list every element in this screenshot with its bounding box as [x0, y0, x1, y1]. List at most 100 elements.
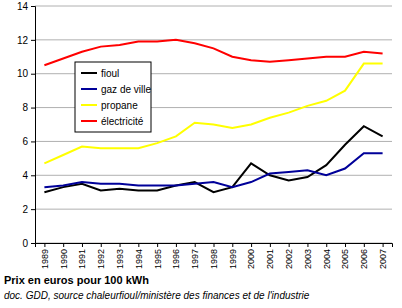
- grid: [35, 6, 392, 243]
- x-tick-label: 1995: [153, 249, 163, 269]
- x-tick: 1998: [209, 243, 219, 269]
- y-tick-mark: [31, 209, 35, 210]
- y-tick-label: 10: [17, 68, 29, 79]
- x-tick-label: 2007: [378, 249, 388, 269]
- x-tick-mark: [120, 243, 121, 247]
- y-tick: 4: [22, 170, 35, 181]
- y-tick-label: 8: [22, 102, 28, 113]
- x-tick-mark: [326, 243, 327, 247]
- x-tick: 2002: [284, 243, 294, 269]
- y-tick-label: 0: [22, 238, 28, 249]
- x-axis-line: [36, 244, 393, 248]
- lines: [44, 40, 382, 192]
- y-tick-label: 6: [22, 136, 28, 147]
- x-tick: 1994: [134, 243, 144, 269]
- series-line: [44, 40, 382, 65]
- y-tick: 8: [22, 102, 35, 113]
- grid-line: [35, 175, 392, 176]
- x-tick: 2007: [378, 243, 388, 269]
- x-tick-mark: [138, 243, 139, 247]
- x-tick-mark: [232, 243, 233, 247]
- legend-swatch: [81, 120, 97, 122]
- y-tick-label: 2: [22, 204, 28, 215]
- grid-line: [35, 141, 392, 142]
- x-tick-label: 1991: [77, 249, 87, 269]
- y-tick: 0: [22, 238, 35, 249]
- plot: 0246810121419891990199119921993199419951…: [17, 1, 393, 269]
- grid-line: [35, 39, 392, 40]
- x-tick-mark: [383, 243, 384, 247]
- x-tick-label: 2002: [284, 249, 294, 269]
- legend-label: électricité: [101, 116, 144, 127]
- y-tick-label: 12: [17, 35, 29, 46]
- x-tick-mark: [157, 243, 158, 247]
- y-tick-label: 4: [22, 170, 28, 181]
- series-line: [44, 126, 382, 192]
- grid-line: [35, 209, 392, 210]
- x-tick: 1990: [59, 243, 69, 269]
- legend-box: [75, 62, 151, 132]
- y-axis: 0 2 4 6 8 10 12 14: [17, 1, 36, 249]
- x-tick-label: 2004: [322, 249, 332, 269]
- x-tick: 2003: [303, 243, 313, 269]
- x-tick-mark: [251, 243, 252, 247]
- x-tick: 2004: [322, 243, 332, 269]
- y-tick: 6: [22, 136, 35, 147]
- y-tick-mark: [31, 6, 35, 7]
- x-tick-label: 1998: [209, 249, 219, 269]
- y-tick: 2: [22, 204, 35, 215]
- x-tick-mark: [101, 243, 102, 247]
- x-tick-label: 2005: [340, 249, 350, 269]
- x-tick-mark: [214, 243, 215, 247]
- x-tick-label: 2006: [359, 249, 369, 269]
- grid-line: [35, 6, 392, 7]
- x-tick-label: 1994: [134, 249, 144, 269]
- x-tick-mark: [195, 243, 196, 247]
- x-tick-mark: [364, 243, 365, 247]
- x-tick: 1999: [228, 243, 238, 269]
- x-tick-label: 2001: [265, 249, 275, 269]
- x-tick: 2001: [265, 243, 275, 269]
- x-tick-mark: [63, 243, 64, 247]
- y-tick-mark: [31, 243, 35, 244]
- chart: 0246810121419891990199119921993199419951…: [0, 0, 402, 308]
- x-tick-mark: [307, 243, 308, 247]
- x-tick: 1993: [115, 243, 125, 269]
- subtitle: doc. GDD, source chaleurfioul/ministère …: [4, 290, 310, 301]
- series-line: [44, 153, 382, 187]
- x-tick: 1991: [77, 243, 87, 269]
- legend-swatch: [81, 72, 97, 74]
- x-tick-mark: [289, 243, 290, 247]
- y-tick: 10: [17, 68, 35, 79]
- x-tick: 1995: [153, 243, 163, 269]
- y-tick-mark: [31, 74, 35, 75]
- legend: fioul gaz de ville propane électricité: [75, 62, 151, 132]
- x-tick-label: 2000: [246, 249, 256, 269]
- legend-swatch: [81, 88, 97, 90]
- y-tick-mark: [31, 108, 35, 109]
- x-tick-mark: [345, 243, 346, 247]
- x-tick: 2000: [246, 243, 256, 269]
- x-tick-mark: [82, 243, 83, 247]
- x-tick-mark: [44, 243, 45, 247]
- y-tick: 14: [17, 1, 35, 12]
- legend-swatch: [81, 104, 97, 106]
- legend-label: gaz de ville: [101, 84, 151, 95]
- x-tick-label: 1999: [228, 249, 238, 269]
- y-tick-label: 14: [17, 1, 29, 12]
- x-tick-label: 1997: [190, 249, 200, 269]
- y-tick-mark: [31, 175, 35, 176]
- legend-label: fioul: [101, 68, 119, 79]
- x-tick-label: 1993: [115, 249, 125, 269]
- y-tick: 12: [17, 35, 35, 46]
- x-tick: 1992: [96, 243, 106, 269]
- x-tick-mark: [176, 243, 177, 247]
- x-tick-label: 2003: [303, 249, 313, 269]
- x-axis: 1989199019911992199319941995199619971998…: [36, 243, 393, 269]
- y-axis-line: [31, 7, 36, 244]
- legend-label: propane: [101, 100, 138, 111]
- x-tick-label: 1996: [171, 249, 181, 269]
- x-tick-label: 1992: [96, 249, 106, 269]
- x-tick: 1996: [171, 243, 181, 269]
- x-tick-label: 1990: [59, 249, 69, 269]
